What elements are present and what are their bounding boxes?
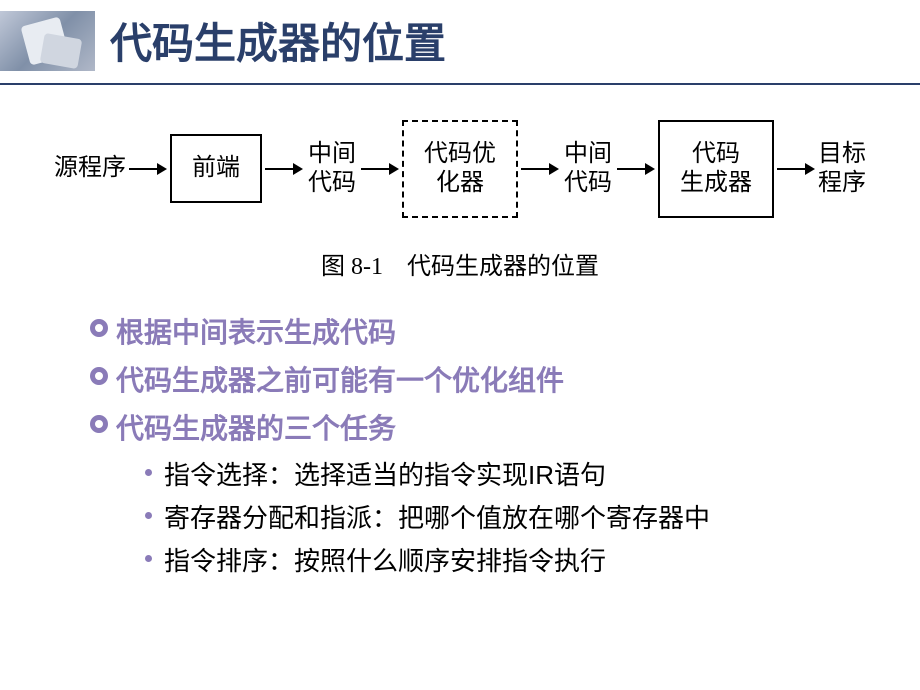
sub-bullet-2: 寄存器分配和指派：把哪个值放在哪个寄存器中 [145, 498, 920, 535]
frontend-box: 前端 [170, 134, 262, 203]
sub-dot-icon [145, 512, 152, 519]
sub-dot-icon [145, 555, 152, 562]
bullet-icon [90, 367, 108, 385]
bullet-icon [90, 415, 108, 433]
sub-text: 指令选择：选择适当的指令实现IR语句 [164, 455, 606, 492]
arrow-label-2: 中间代码 [564, 140, 612, 198]
generator-box: 代码生成器 [658, 120, 774, 218]
optimizer-box: 代码优化器 [402, 120, 518, 218]
bullet-icon [90, 319, 108, 337]
sub-bullet-3: 指令排序：按照什么顺序安排指令执行 [145, 541, 920, 578]
arrow-icon [617, 163, 655, 175]
sub-dot-icon [145, 469, 152, 476]
bullet-item-2: 代码生成器之前可能有一个优化组件 [90, 359, 920, 399]
slide-title: 代码生成器的位置 [110, 10, 446, 71]
input-label: 源程序 [54, 154, 126, 183]
arrow-icon [265, 163, 303, 175]
bullet-text: 代码生成器的三个任务 [116, 407, 396, 447]
arrow-label-1: 中间代码 [308, 140, 356, 198]
bullet-item-3: 代码生成器的三个任务 [90, 407, 920, 447]
arrow-icon [521, 163, 559, 175]
bullet-text: 代码生成器之前可能有一个优化组件 [116, 359, 564, 399]
figure-caption: 图 8-1 代码生成器的位置 [0, 246, 920, 281]
sub-bullet-1: 指令选择：选择适当的指令实现IR语句 [145, 455, 920, 492]
flowchart-diagram: 源程序 前端 中间代码 代码优化器 中间代码 代码生成器 目标程序 [0, 120, 920, 218]
bullet-text: 根据中间表示生成代码 [116, 311, 396, 351]
slide-header: 代码生成器的位置 [0, 0, 920, 85]
arrow-icon [129, 163, 167, 175]
bullet-list: 根据中间表示生成代码 代码生成器之前可能有一个优化组件 代码生成器的三个任务 指… [0, 311, 920, 578]
arrow-icon [777, 163, 815, 175]
output-label: 目标程序 [818, 140, 866, 198]
bullet-item-1: 根据中间表示生成代码 [90, 311, 920, 351]
sub-bullet-list: 指令选择：选择适当的指令实现IR语句 寄存器分配和指派：把哪个值放在哪个寄存器中… [90, 455, 920, 578]
decorative-icon [0, 11, 95, 71]
sub-text: 寄存器分配和指派：把哪个值放在哪个寄存器中 [164, 498, 710, 535]
sub-text: 指令排序：按照什么顺序安排指令执行 [164, 541, 606, 578]
arrow-icon [361, 163, 399, 175]
